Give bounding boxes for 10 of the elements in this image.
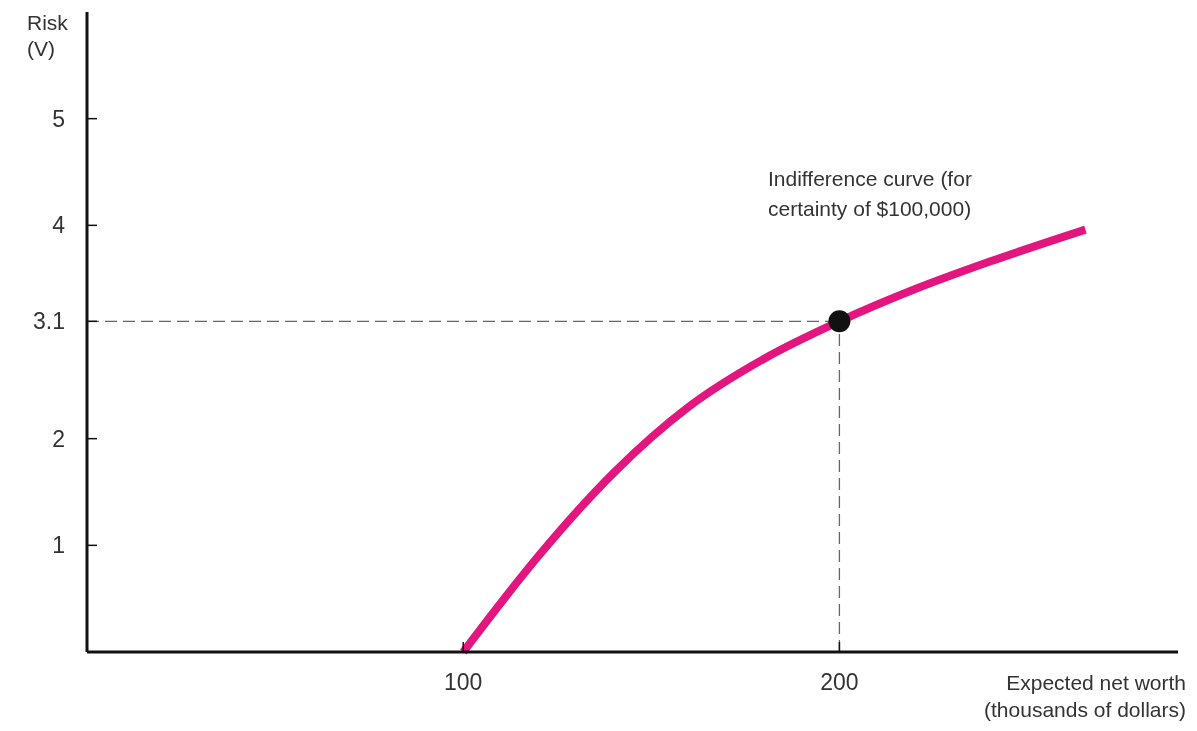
y-tick-label: 4 xyxy=(52,212,66,239)
x-tick-label: 100 xyxy=(444,669,483,695)
y-tick-label: 2 xyxy=(52,425,65,452)
y-tick-label: 3.1 xyxy=(33,308,65,335)
x-tick-label: 200 xyxy=(820,669,859,695)
x-axis-title: Expected net worth (thousands of dollars) xyxy=(984,671,1186,721)
y-tick-label: 5 xyxy=(52,105,65,132)
y-tick-label: 1 xyxy=(52,532,65,559)
annotation: Indifference curve (for certainty of $100,000) xyxy=(768,167,972,220)
y-axis-title: Risk (V) xyxy=(27,11,69,60)
